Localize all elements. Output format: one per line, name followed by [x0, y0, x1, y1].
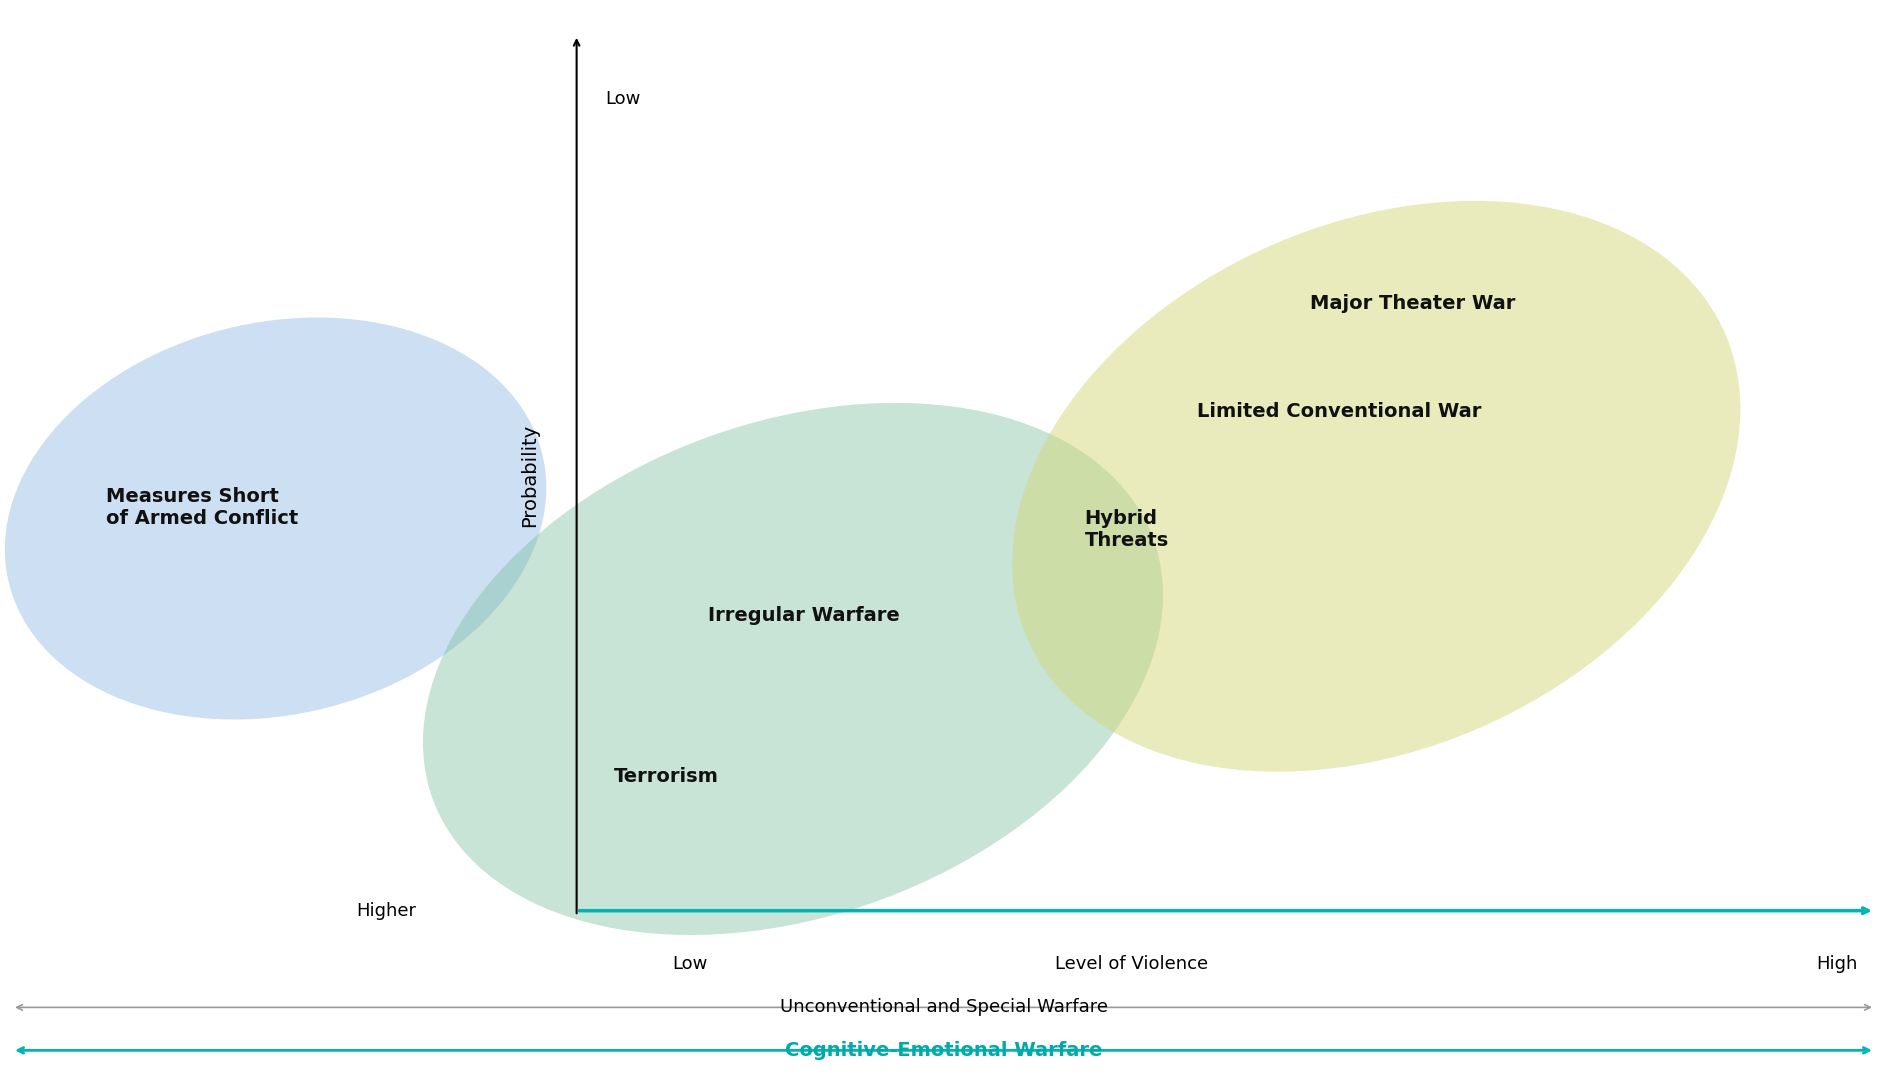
Text: Terrorism: Terrorism [615, 767, 719, 786]
Text: Irregular Warfare: Irregular Warfare [708, 606, 900, 624]
Text: Low: Low [672, 956, 708, 973]
Text: Probability: Probability [521, 424, 540, 527]
Text: Unconventional and Special Warfare: Unconventional and Special Warfare [779, 998, 1108, 1016]
Text: High: High [1817, 956, 1859, 973]
Ellipse shape [1011, 201, 1740, 772]
Ellipse shape [6, 318, 547, 719]
Text: Cognitive-Emotional Warfare: Cognitive-Emotional Warfare [785, 1041, 1102, 1059]
Text: Limited Conventional War: Limited Conventional War [1198, 402, 1481, 420]
Text: Hybrid
Threats: Hybrid Threats [1085, 509, 1168, 550]
Text: Major Theater War: Major Theater War [1310, 294, 1515, 313]
Text: Level of Violence: Level of Violence [1055, 956, 1208, 973]
Ellipse shape [423, 403, 1162, 935]
Text: Measures Short
of Armed Conflict: Measures Short of Armed Conflict [106, 487, 298, 528]
Text: Higher: Higher [357, 902, 417, 920]
Text: Low: Low [606, 91, 640, 108]
